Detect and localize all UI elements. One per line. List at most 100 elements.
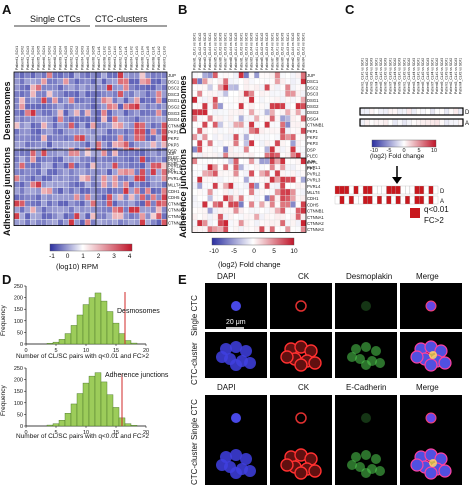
heat-a-adherens-cell — [128, 219, 135, 226]
heat-b-desmosome-cell — [259, 121, 265, 128]
heat-a-adherens-cell — [139, 200, 146, 207]
heat-a-adherens-cell — [161, 156, 168, 163]
col-label-b: Patient2_CL#2 vs SC#2 — [198, 33, 202, 70]
heat-a-adherens-cell — [123, 149, 129, 157]
heat-a-adherens-cell — [63, 206, 69, 214]
heat-b-adherens-cell — [191, 176, 198, 183]
heat-b-adherens-cell — [222, 188, 229, 196]
heat-a-desmosome-cell — [90, 71, 97, 79]
heat-b-adherens-cell — [295, 207, 301, 214]
heat-a-desmosome-cell — [101, 90, 108, 98]
heat-a-desmosome-cell — [68, 78, 75, 85]
hist-bar — [124, 340, 132, 345]
heat-a-desmosome-cell — [79, 109, 86, 117]
col-label-a: Patient6_SC#1 — [42, 46, 46, 70]
heat-b-desmosome-cell — [217, 78, 224, 85]
heat-a-adherens-cell — [128, 168, 135, 176]
heat-b-desmosome-cell — [254, 127, 260, 135]
heat-a-desmosome-cell — [13, 134, 20, 142]
heat-a-desmosome-cell — [155, 134, 162, 142]
col-label-a: Patient3_SC#2 — [75, 46, 79, 70]
heat-a-desmosome-cell — [95, 78, 102, 85]
heat-b-desmosome-cell — [191, 84, 198, 91]
heat-b-adherens-cell — [207, 226, 213, 233]
col-label-b: Patient4_CL#4 vs SC#1 — [208, 33, 212, 70]
heat-b-desmosome-cell — [274, 71, 281, 79]
col-label-b: Patient8_CL#1 vs SC#2 — [276, 33, 280, 70]
heat-a-adherens-cell — [144, 200, 151, 207]
header-dapi-bottom: DAPI — [217, 383, 236, 392]
heat-a-adherens-cell — [24, 219, 31, 226]
c-row-cell — [359, 107, 365, 116]
heat-b-adherens-cell — [290, 219, 296, 227]
heat-a-adherens-cell — [84, 187, 91, 195]
cluster-nucleus — [244, 357, 256, 369]
heat-b-adherens-cell — [228, 170, 234, 177]
heat-a-adherens-cell — [139, 149, 146, 157]
heat-a-desmosome-cell — [52, 103, 58, 110]
heat-b-desmosome-cell — [212, 102, 219, 110]
heat-b-desmosome-cell — [274, 90, 281, 97]
heat-b-adherens-cell — [254, 201, 260, 208]
heat-a-adherens-cell — [13, 187, 20, 195]
heat-a-desmosome-cell — [101, 122, 108, 129]
sig-legend-swatch — [410, 208, 420, 218]
cell-membrane — [295, 300, 307, 312]
heat-b-adherens-cell — [279, 195, 286, 202]
heat-a-desmosome-cell — [24, 97, 31, 104]
heat-a-adherens-cell — [30, 162, 37, 170]
heat-a-desmosome-cell — [144, 141, 151, 148]
sig-cell — [428, 185, 434, 195]
sig-cell — [409, 195, 415, 205]
heat-b-desmosome-cell — [295, 78, 301, 85]
col-label-a: Patient4_SC#4 — [31, 46, 35, 70]
heat-b-desmosome-cell — [300, 127, 307, 135]
heat-a-adherens-cell — [90, 181, 97, 188]
heat-b-adherens-cell — [191, 207, 198, 214]
heat-b-desmosome-cell — [300, 121, 307, 128]
heat-b-desmosome-cell — [202, 140, 208, 147]
heat-b-desmosome-cell — [233, 140, 239, 147]
heat-b-desmosome-cell — [254, 96, 260, 104]
heat-b-desmosome-cell — [290, 84, 296, 91]
heat-b-adherens-cell — [217, 188, 224, 196]
sig-cell — [386, 195, 392, 205]
heat-a-adherens-cell — [41, 212, 47, 220]
gene-label-a-a: CTNNA1 — [168, 208, 185, 213]
colorbar-b — [211, 237, 295, 246]
gene-label-a-d: EVPL — [168, 161, 179, 166]
sig-cell — [358, 185, 364, 195]
heat-b-desmosome-cell — [238, 102, 244, 110]
heat-a-desmosome-cell — [52, 97, 58, 104]
hist-bar — [130, 425, 138, 427]
heat-b-desmosome-cell — [254, 78, 260, 85]
heat-a-desmosome-cell — [117, 115, 124, 123]
heat-a-desmosome-cell — [128, 71, 135, 79]
heat-a-adherens-cell — [30, 175, 37, 182]
heat-a-desmosome-cell — [41, 103, 47, 110]
heat-a-desmosome-cell — [139, 109, 146, 117]
heat-b-desmosome-cell — [274, 102, 281, 110]
heat-a-desmosome-cell — [155, 122, 162, 129]
heat-b-adherens-cell — [243, 164, 250, 171]
heat-b-adherens-cell — [259, 170, 265, 177]
heat-b-adherens-cell — [254, 207, 260, 214]
heat-b-desmosome-cell — [243, 78, 250, 85]
heat-b-desmosome-cell — [259, 71, 265, 79]
heat-b-adherens-cell — [212, 201, 219, 208]
heat-a-adherens-cell — [161, 212, 168, 220]
col-label-b: Patient9_CL#1 vs SC#3 — [234, 33, 238, 70]
heat-a-desmosome-cell — [139, 128, 146, 136]
heat-b-desmosome-cell — [222, 146, 229, 153]
col-label-b: Patient2_CL#3 vs SC#2 — [244, 33, 248, 70]
gene-label-a-d: CTNNB1 — [168, 123, 185, 128]
heat-a-desmosome-cell — [117, 103, 124, 110]
heat-a-adherens-cell — [46, 200, 53, 207]
heat-a-desmosome-cell — [144, 122, 151, 129]
colorbar-tick-b: -5 — [231, 248, 237, 255]
heat-b-desmosome-cell — [197, 115, 203, 122]
section-label-desmosomes-a: Desmosomes — [2, 81, 12, 140]
heat-b-desmosome-cell — [274, 133, 281, 141]
heat-b-adherens-cell — [264, 182, 270, 190]
heat-a-desmosome-cell — [139, 90, 146, 98]
